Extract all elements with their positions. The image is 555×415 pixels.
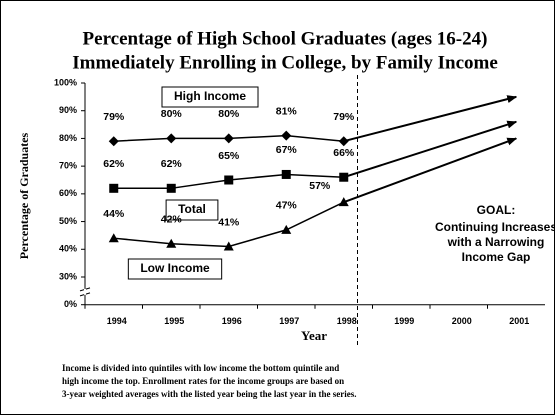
data-label: 47%: [276, 200, 298, 212]
x-tick-label: 1999: [394, 316, 414, 326]
series-label: Low Income: [140, 261, 210, 275]
footnote: Income is divided into quintiles with lo…: [62, 363, 339, 373]
data-label: 62%: [161, 158, 183, 170]
x-tick-label: 2000: [452, 316, 472, 326]
marker: [224, 175, 234, 185]
marker: [281, 130, 292, 141]
y-tick-label: 30%: [59, 271, 77, 281]
data-label: 80%: [161, 108, 183, 120]
goal-arrow: [343, 120, 518, 179]
data-label: 44%: [103, 208, 125, 220]
marker: [223, 241, 234, 251]
data-label: 79%: [103, 111, 125, 123]
x-axis-label: Year: [301, 328, 327, 343]
x-tick-label: 1997: [279, 316, 299, 326]
data-label: 57%: [309, 180, 331, 192]
y-tick-label: 80%: [59, 133, 77, 143]
footnote: 3-year weighted averages with the listed…: [62, 389, 356, 399]
data-label: 81%: [276, 105, 298, 117]
data-label: 80%: [218, 108, 240, 120]
marker: [338, 197, 349, 207]
annotation: Continuing Increases: [435, 220, 555, 234]
x-tick-label: 1998: [337, 316, 357, 326]
data-label: 66%: [333, 147, 355, 159]
x-tick-label: 1995: [164, 316, 184, 326]
y-axis-label: Percentage of Graduates: [17, 132, 31, 259]
marker: [166, 133, 177, 144]
marker: [109, 183, 119, 193]
data-label: 65%: [218, 150, 240, 162]
marker: [108, 136, 119, 147]
marker: [166, 183, 176, 193]
series-label-box: [127, 258, 223, 280]
marker: [108, 233, 119, 243]
y-tick-label: 90%: [59, 105, 77, 115]
marker: [166, 238, 177, 248]
marker: [281, 169, 291, 179]
y-tick-label: 0%: [64, 299, 77, 309]
annotation: with a Narrowing: [447, 235, 545, 249]
annotation: Income Gap: [462, 250, 531, 264]
axis-break-gap: [84, 288, 86, 295]
marker: [223, 133, 234, 144]
data-label: 42%: [161, 214, 183, 226]
y-tick-label: 100%: [54, 77, 77, 87]
annotation: GOAL:: [477, 203, 516, 217]
footnote: high income the top. Enrollment rates fo…: [62, 376, 344, 386]
x-tick-label: 2001: [509, 316, 529, 326]
marker: [338, 136, 349, 147]
series-label-box: [165, 199, 219, 221]
chart-title: Percentage of High School Graduates (age…: [83, 28, 488, 49]
marker: [339, 172, 349, 182]
chart-subtitle: Immediately Enrolling in College, by Fam…: [72, 52, 498, 73]
goal-arrow: [343, 137, 518, 204]
y-tick-label: 40%: [59, 244, 77, 254]
y-tick-label: 50%: [59, 216, 77, 226]
marker: [281, 224, 292, 234]
data-label: 41%: [218, 216, 240, 228]
series-label: Total: [178, 202, 206, 216]
data-label: 79%: [333, 111, 355, 123]
x-tick-label: 1994: [107, 316, 127, 326]
y-tick-label: 70%: [59, 161, 77, 171]
series-label: High Income: [174, 89, 246, 103]
y-tick-label: 60%: [59, 188, 77, 198]
x-tick-label: 1996: [222, 316, 242, 326]
goal-arrow: [343, 95, 518, 143]
series-label-box: [161, 86, 259, 108]
data-label: 67%: [276, 144, 298, 156]
data-label: 62%: [103, 158, 125, 170]
